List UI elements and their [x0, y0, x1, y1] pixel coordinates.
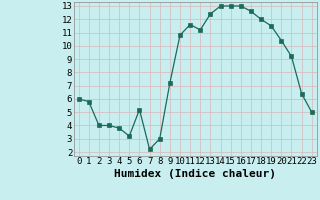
- X-axis label: Humidex (Indice chaleur): Humidex (Indice chaleur): [114, 169, 276, 179]
